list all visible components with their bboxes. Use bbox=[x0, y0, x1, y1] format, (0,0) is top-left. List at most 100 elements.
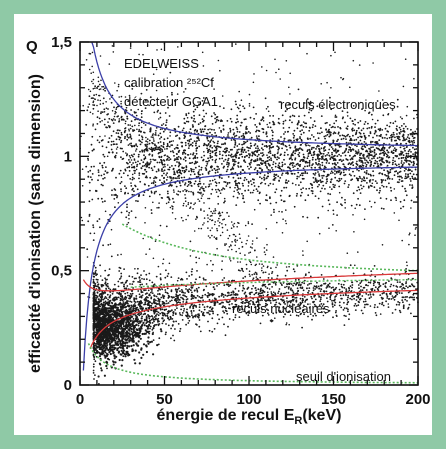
data-point bbox=[412, 139, 415, 142]
data-point bbox=[172, 314, 175, 317]
data-point bbox=[344, 150, 346, 153]
data-point bbox=[198, 309, 201, 312]
data-point bbox=[373, 132, 376, 135]
data-point bbox=[91, 198, 94, 201]
data-point bbox=[408, 159, 410, 162]
data-point bbox=[376, 119, 379, 122]
data-point bbox=[409, 184, 411, 186]
data-point bbox=[398, 126, 401, 129]
data-point bbox=[111, 194, 113, 196]
data-point bbox=[398, 157, 400, 160]
data-point bbox=[359, 135, 362, 138]
data-point bbox=[135, 277, 137, 280]
data-point bbox=[358, 204, 361, 207]
data-point bbox=[255, 126, 258, 128]
data-point bbox=[347, 186, 350, 189]
data-point bbox=[124, 137, 126, 140]
data-point bbox=[400, 207, 402, 210]
data-point bbox=[339, 294, 342, 297]
data-point bbox=[213, 328, 216, 330]
data-point bbox=[282, 127, 285, 129]
data-point bbox=[196, 290, 199, 293]
data-point bbox=[361, 108, 363, 110]
data-point bbox=[317, 162, 320, 165]
data-point bbox=[396, 98, 399, 101]
data-point bbox=[111, 292, 114, 295]
data-point bbox=[272, 161, 275, 163]
data-point bbox=[320, 284, 323, 287]
data-point bbox=[343, 165, 346, 168]
data-point bbox=[174, 177, 177, 180]
data-point bbox=[268, 148, 271, 150]
data-point bbox=[408, 137, 411, 140]
data-point bbox=[357, 151, 360, 153]
data-point bbox=[204, 167, 207, 169]
data-point bbox=[204, 279, 207, 281]
data-point bbox=[306, 137, 309, 140]
data-point bbox=[256, 158, 259, 160]
data-point bbox=[323, 167, 326, 170]
data-point bbox=[388, 182, 390, 185]
data-point bbox=[262, 154, 265, 156]
data-point bbox=[192, 105, 195, 108]
data-point bbox=[311, 186, 314, 189]
data-point bbox=[156, 303, 159, 305]
data-point bbox=[182, 294, 185, 297]
data-point bbox=[101, 139, 104, 141]
data-point bbox=[261, 159, 263, 162]
data-point bbox=[341, 110, 344, 112]
data-point bbox=[115, 132, 118, 134]
data-point bbox=[221, 154, 224, 157]
data-point bbox=[400, 152, 402, 155]
data-point bbox=[237, 182, 240, 184]
data-point bbox=[374, 162, 377, 165]
data-point bbox=[212, 263, 214, 266]
data-point bbox=[288, 194, 291, 197]
data-point bbox=[290, 305, 292, 308]
data-point bbox=[151, 328, 154, 331]
data-point bbox=[364, 300, 367, 303]
data-point bbox=[206, 147, 209, 150]
data-point bbox=[372, 155, 375, 158]
data-point bbox=[130, 120, 133, 123]
data-point bbox=[218, 150, 221, 153]
data-point bbox=[176, 134, 179, 137]
data-point bbox=[186, 139, 189, 142]
data-point bbox=[367, 173, 370, 176]
data-point bbox=[275, 201, 278, 204]
data-point bbox=[210, 139, 213, 141]
data-point bbox=[233, 293, 236, 296]
data-point bbox=[92, 278, 95, 281]
data-point bbox=[376, 134, 378, 137]
data-point bbox=[122, 157, 125, 160]
data-point bbox=[159, 179, 161, 182]
data-point bbox=[348, 287, 351, 290]
data-point bbox=[288, 144, 291, 147]
data-point bbox=[124, 281, 127, 284]
data-point bbox=[338, 185, 341, 188]
data-point bbox=[231, 148, 233, 151]
data-point bbox=[350, 137, 352, 140]
data-point bbox=[92, 284, 95, 287]
data-point bbox=[101, 145, 104, 148]
data-point bbox=[191, 124, 194, 126]
data-point bbox=[378, 139, 381, 142]
data-point bbox=[347, 294, 350, 297]
data-point bbox=[367, 122, 369, 125]
data-point bbox=[274, 292, 276, 295]
data-point bbox=[110, 134, 113, 137]
data-point bbox=[316, 281, 318, 284]
data-point bbox=[371, 157, 373, 160]
data-point bbox=[223, 323, 225, 326]
data-point bbox=[269, 126, 272, 129]
data-point bbox=[246, 154, 249, 157]
data-point bbox=[294, 297, 296, 299]
data-point bbox=[322, 278, 325, 280]
data-point bbox=[101, 306, 104, 309]
data-point bbox=[324, 137, 326, 140]
data-point bbox=[167, 106, 169, 109]
data-point bbox=[385, 281, 387, 284]
data-point bbox=[94, 294, 97, 297]
data-point bbox=[320, 115, 323, 117]
data-point bbox=[349, 139, 351, 142]
